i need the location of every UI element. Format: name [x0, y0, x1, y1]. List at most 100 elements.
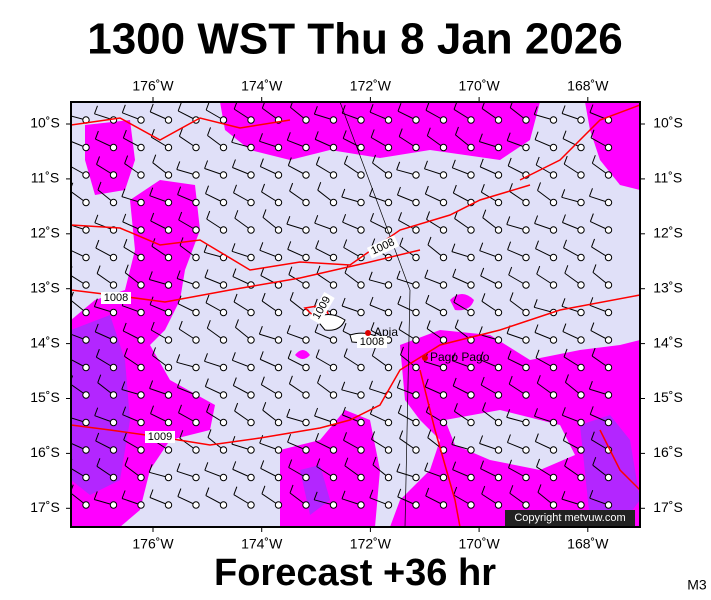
barb-feather	[231, 435, 236, 445]
barb-station	[164, 281, 173, 289]
barb-station	[384, 308, 393, 317]
barb-feather	[536, 265, 541, 275]
barb-station	[494, 198, 503, 207]
barb-feather	[313, 105, 318, 115]
barb-feather	[480, 184, 485, 193]
isobar	[71, 117, 291, 141]
barb-station	[577, 501, 585, 509]
barb-station	[302, 143, 310, 152]
barb-station	[384, 501, 393, 509]
barb-station	[357, 116, 365, 124]
barb-feather	[179, 237, 184, 246]
barb-station	[219, 363, 228, 372]
latitude-label: 16˚S	[30, 444, 60, 460]
longitude-label: 176˚W	[132, 536, 174, 552]
barb-feather	[94, 214, 99, 224]
barb-feather	[342, 323, 347, 332]
isobar	[519, 104, 640, 181]
rain-area	[295, 350, 310, 359]
barb-station	[192, 336, 200, 344]
barb-feather	[259, 158, 264, 167]
barb-station	[164, 363, 173, 372]
barb-station	[439, 363, 448, 372]
barb-feather	[315, 156, 320, 165]
barb-station	[137, 281, 145, 289]
longitude-label: 170˚W	[458, 78, 500, 94]
barb-station	[109, 198, 118, 207]
barb-station	[82, 198, 90, 207]
barb-station	[274, 391, 283, 399]
barb-feather	[314, 131, 319, 140]
barb-station	[192, 473, 200, 482]
barb-station	[494, 473, 503, 482]
barb-station	[247, 143, 255, 152]
barb-feather	[508, 183, 513, 192]
barb-feather	[534, 215, 539, 224]
barb-feather	[427, 236, 432, 246]
barb-station	[274, 501, 283, 509]
barb-feather	[507, 241, 512, 250]
dry-gaps	[445, 410, 575, 470]
barb-station	[137, 308, 145, 317]
barb-station	[439, 253, 448, 262]
barb-station	[384, 473, 393, 482]
barb-feather	[451, 159, 456, 169]
barb-station	[549, 501, 558, 509]
barb-station	[329, 281, 338, 289]
barb-station	[494, 171, 503, 179]
barb-feather	[506, 409, 511, 418]
barb-station	[137, 446, 145, 454]
isobar	[419, 369, 461, 527]
barb-feather	[341, 490, 346, 499]
barb-station	[604, 226, 613, 234]
map-area: Apia Pago Pago 1008 1008 1009 1008 1009 …	[71, 102, 640, 527]
barb-feather	[592, 457, 597, 466]
barb-station	[247, 501, 255, 509]
barb-feather	[372, 154, 376, 164]
barb-feather	[451, 436, 456, 445]
barb-station	[82, 446, 90, 454]
barb-station	[219, 308, 228, 317]
barb-feather	[370, 129, 375, 138]
barb-station	[274, 308, 283, 317]
barb-feather	[452, 268, 457, 278]
barb-station	[109, 391, 118, 399]
barb-station	[109, 253, 118, 262]
barb-feather	[536, 375, 541, 384]
barb-station	[494, 446, 503, 454]
barb-feather	[316, 458, 321, 467]
barb-feather	[233, 486, 238, 495]
barb-feather	[176, 379, 181, 388]
barb-feather	[261, 292, 266, 302]
barb-station	[577, 308, 585, 317]
barb-station	[192, 418, 200, 427]
barb-station	[604, 473, 613, 482]
barb-station	[577, 473, 585, 482]
barb-station	[219, 171, 228, 179]
barb-feather	[563, 239, 567, 248]
barb-feather	[313, 298, 318, 308]
longitude-label: 172˚W	[350, 536, 392, 552]
barb-station	[604, 198, 613, 207]
barb-feather	[479, 435, 484, 444]
barb-feather	[262, 402, 267, 411]
barb-station	[522, 116, 530, 124]
boundary-line	[339, 102, 411, 527]
barb-feather	[424, 462, 429, 471]
barb-station	[494, 391, 503, 399]
barb-station	[577, 116, 585, 124]
barb-station	[577, 198, 585, 207]
barb-station	[274, 336, 283, 344]
barb-feather	[370, 213, 374, 222]
barb-station	[329, 171, 338, 179]
barb-station	[522, 281, 530, 289]
barb-station	[82, 143, 90, 152]
barb-feather	[454, 126, 459, 136]
barb-station	[604, 143, 613, 152]
barb-feather	[479, 158, 484, 168]
barb-station	[412, 281, 420, 289]
barb-station	[164, 391, 173, 399]
barb-station	[82, 363, 90, 372]
barb-feather	[96, 458, 101, 467]
latitude-label: 15˚S	[653, 389, 683, 405]
